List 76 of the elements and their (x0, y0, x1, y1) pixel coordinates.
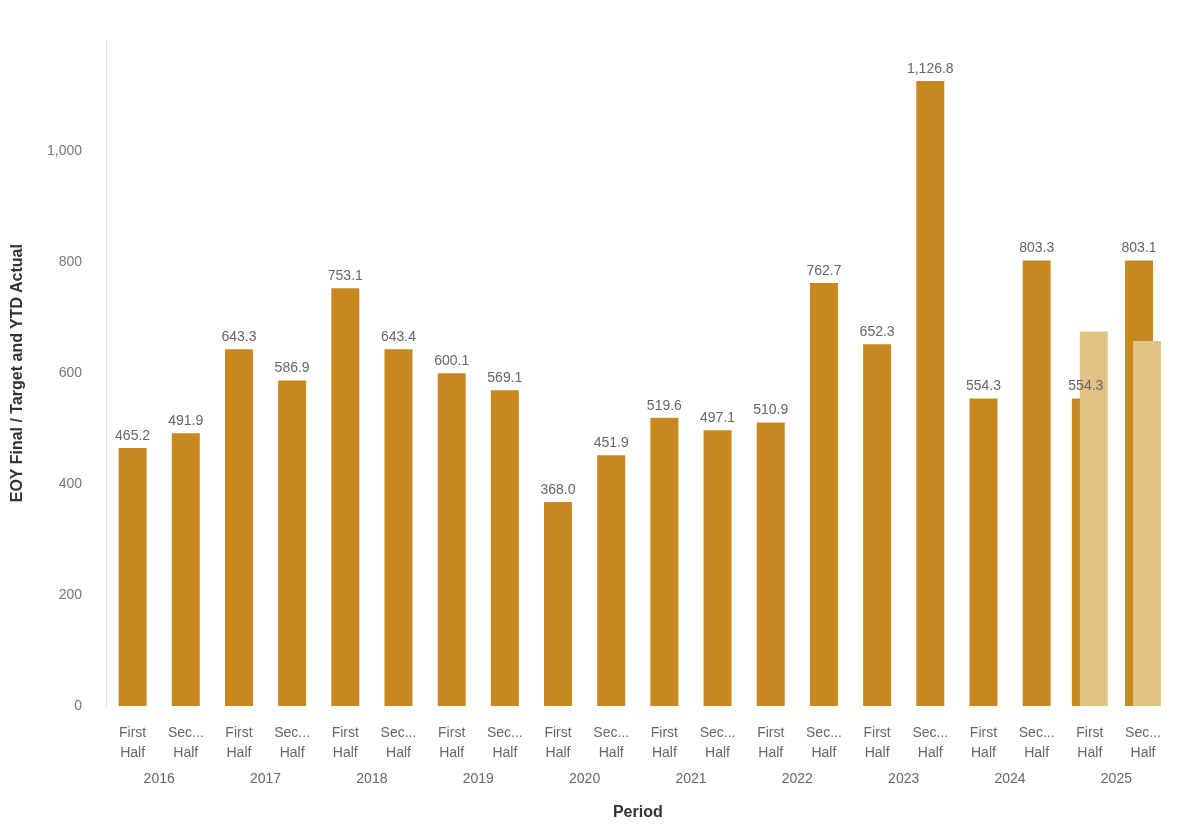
data-label: 368.0 (540, 480, 576, 497)
x-tick-label: Sec... Half (912, 723, 949, 760)
bar (490, 390, 519, 706)
text: 2017 (249, 769, 282, 786)
bar (650, 417, 679, 706)
bar (118, 447, 147, 706)
x-tick-label: Sec... Half (1018, 723, 1055, 760)
text: 2019 (462, 769, 495, 786)
x-tick-label: Sec... Half (380, 723, 417, 760)
x-tick-label: First Half (863, 723, 891, 760)
bar (1022, 260, 1051, 706)
data-label: 451.9 (593, 434, 629, 451)
y-tick-label: 800 (58, 253, 83, 270)
data-label: 554.3 (965, 377, 1002, 394)
data-label: 465.2 (115, 426, 151, 443)
x-tick-label: First Half (650, 723, 679, 760)
x-tick-label: First Half (1076, 723, 1104, 760)
data-label: 491.9 (168, 412, 204, 429)
x-axis-title: Period (612, 802, 663, 820)
x-tick-label: First Half (331, 723, 360, 760)
y-tick-label: 400 (58, 474, 83, 491)
data-label: 1,126.8 (906, 59, 954, 76)
x-tick-label: Sec... Half (699, 723, 736, 760)
bar (969, 398, 998, 706)
x-tick-label: Sec... Half (167, 723, 204, 760)
text: 2020 (569, 769, 601, 786)
x-tick-label: First Half (118, 723, 147, 760)
x-tick-label: First Half (969, 723, 998, 760)
data-label: 510.9 (753, 401, 789, 418)
data-label: 643.4 (380, 327, 417, 344)
bar (171, 433, 200, 706)
x-tick-label: First Half (757, 723, 785, 760)
x-tick-label: Sec... Half (486, 723, 523, 760)
text: 2024 (994, 769, 1026, 786)
x-tick-label: First Half (225, 723, 253, 760)
y-axis-title: EOY Final / Target and YTD Actual (8, 244, 26, 503)
data-label: 643.3 (221, 328, 257, 345)
data-label: 497.1 (700, 409, 736, 426)
bar (384, 349, 413, 706)
text: 2021 (675, 769, 707, 786)
bar (1133, 341, 1161, 706)
data-label: 753.1 (327, 267, 364, 284)
bar (544, 501, 573, 706)
text: 2025 (1100, 769, 1133, 786)
data-label: 803.3 (1019, 239, 1055, 256)
data-label: 586.9 (274, 359, 310, 376)
text: 2022 (781, 769, 814, 786)
y-tick-label: 0 (74, 696, 83, 713)
bar (863, 344, 892, 706)
text: 2023 (888, 769, 920, 786)
bar (224, 349, 253, 706)
bar (597, 455, 626, 706)
bar (809, 282, 838, 706)
data-label: 762.7 (806, 261, 842, 278)
data-label: 803.1 (1121, 239, 1157, 256)
bar (703, 430, 732, 706)
data-label: 569.1 (487, 369, 523, 386)
y-tick-label: 1,000 (46, 142, 83, 159)
bar (278, 380, 307, 706)
bar (916, 81, 945, 706)
y-tick-label: 200 (58, 585, 83, 602)
data-label: 519.6 (646, 396, 683, 413)
x-tick-label: Sec... Half (806, 723, 842, 760)
x-tick-label: First Half (544, 723, 572, 760)
x-tick-label: Sec... Half (274, 723, 311, 760)
x-tick-label: Sec... Half (593, 723, 630, 760)
text: 2018 (356, 769, 388, 786)
x-tick-label: First Half (438, 723, 466, 760)
y-tick-label: 600 (58, 364, 83, 381)
bar (756, 422, 785, 706)
data-label: 600.1 (434, 352, 470, 368)
text: 2016 (143, 769, 175, 786)
x-tick-label: Sec... Half (1125, 723, 1161, 760)
bar (437, 373, 466, 706)
bar (331, 288, 360, 706)
data-label: 652.3 (859, 323, 895, 340)
